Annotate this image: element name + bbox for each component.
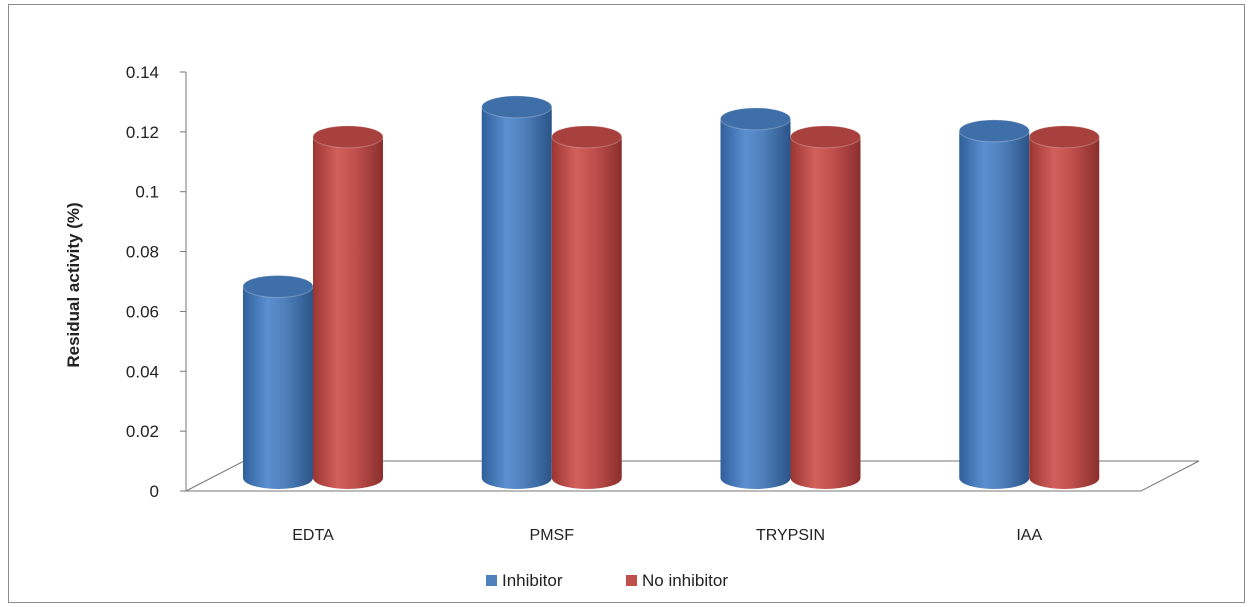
bar-top xyxy=(720,107,791,131)
bar-body xyxy=(790,136,861,490)
y-tick-label: 0.14 xyxy=(126,63,159,82)
chart-floor xyxy=(185,460,1200,492)
bar-top xyxy=(551,125,623,149)
x-axis-labels: EDTA PMSF TRYPSIN IAA xyxy=(292,527,1042,544)
y-tick-label: 0 xyxy=(150,482,159,501)
bar-body xyxy=(720,118,791,489)
bar-top xyxy=(242,274,314,298)
bar-top xyxy=(1028,125,1100,149)
bar-trypsin-inhibitor xyxy=(720,107,791,489)
bar-body xyxy=(243,286,313,489)
y-tick-label: 0.06 xyxy=(126,302,159,321)
x-category-label: PMSF xyxy=(530,527,575,544)
bar-pmsf-no-inhibitor xyxy=(551,125,623,490)
floor-outline xyxy=(185,460,1200,492)
legend: Inhibitor No inhibitor xyxy=(486,571,728,590)
y-axis: 0 0.02 0.04 0.06 0.08 0.1 0.12 0.14 xyxy=(126,63,187,501)
bar-top xyxy=(312,125,384,149)
bar-iaa-no-inhibitor xyxy=(1028,125,1100,490)
x-category-label: EDTA xyxy=(292,527,334,544)
x-category-label: TRYPSIN xyxy=(756,527,825,544)
bar-trypsin-no-inhibitor xyxy=(790,125,861,490)
y-tick-label: 0.02 xyxy=(126,422,159,441)
bar-body xyxy=(1029,136,1100,490)
bar-top xyxy=(481,95,553,119)
bar-iaa-inhibitor xyxy=(958,119,1030,489)
x-category-label: IAA xyxy=(1016,527,1042,544)
chart-frame: 0 0.02 0.04 0.06 0.08 0.1 0.12 0.14 EDTA PMSF TRY… xyxy=(8,4,1245,603)
bars xyxy=(242,95,1100,490)
y-tick-label: 0.04 xyxy=(126,362,159,381)
bar-edta-inhibitor xyxy=(242,274,314,489)
legend-swatch xyxy=(626,575,637,586)
y-tick-label: 0.12 xyxy=(126,123,159,142)
bar-edta-no-inhibitor xyxy=(312,125,384,490)
bar-body xyxy=(959,130,1030,489)
bar-chart: 0 0.02 0.04 0.06 0.08 0.1 0.12 0.14 EDTA PMSF TRY… xyxy=(64,63,1200,590)
y-axis-title: Residual activity (%) xyxy=(64,202,83,367)
bar-body xyxy=(481,106,552,489)
legend-swatch xyxy=(486,575,497,586)
bar-pmsf-inhibitor xyxy=(481,95,553,489)
bar-top xyxy=(790,125,861,149)
y-tick-label: 0.08 xyxy=(126,243,159,262)
legend-label: Inhibitor xyxy=(502,571,563,590)
y-tick-label: 0.1 xyxy=(135,183,159,202)
bar-top xyxy=(958,119,1030,143)
bar-body xyxy=(313,136,383,490)
bar-body xyxy=(551,136,622,490)
legend-label: No inhibitor xyxy=(642,571,728,590)
